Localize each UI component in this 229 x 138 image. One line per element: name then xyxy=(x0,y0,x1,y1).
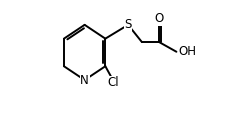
Text: Cl: Cl xyxy=(107,76,118,89)
Text: O: O xyxy=(154,12,163,25)
Text: OH: OH xyxy=(178,45,196,58)
Text: S: S xyxy=(124,18,131,31)
Text: N: N xyxy=(80,74,89,87)
